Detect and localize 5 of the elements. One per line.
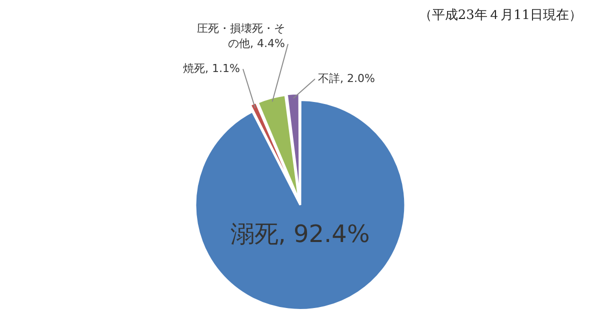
slice-label: 不詳, 2.0% [318, 72, 375, 85]
slice-label: 圧死・損壊死・その他, 4.4% [197, 22, 285, 50]
slice-label: 溺死, 92.4% [230, 219, 370, 249]
slice-label: 焼死, 1.1% [183, 62, 240, 75]
text: （平成23年４月11日現在） [418, 7, 582, 24]
